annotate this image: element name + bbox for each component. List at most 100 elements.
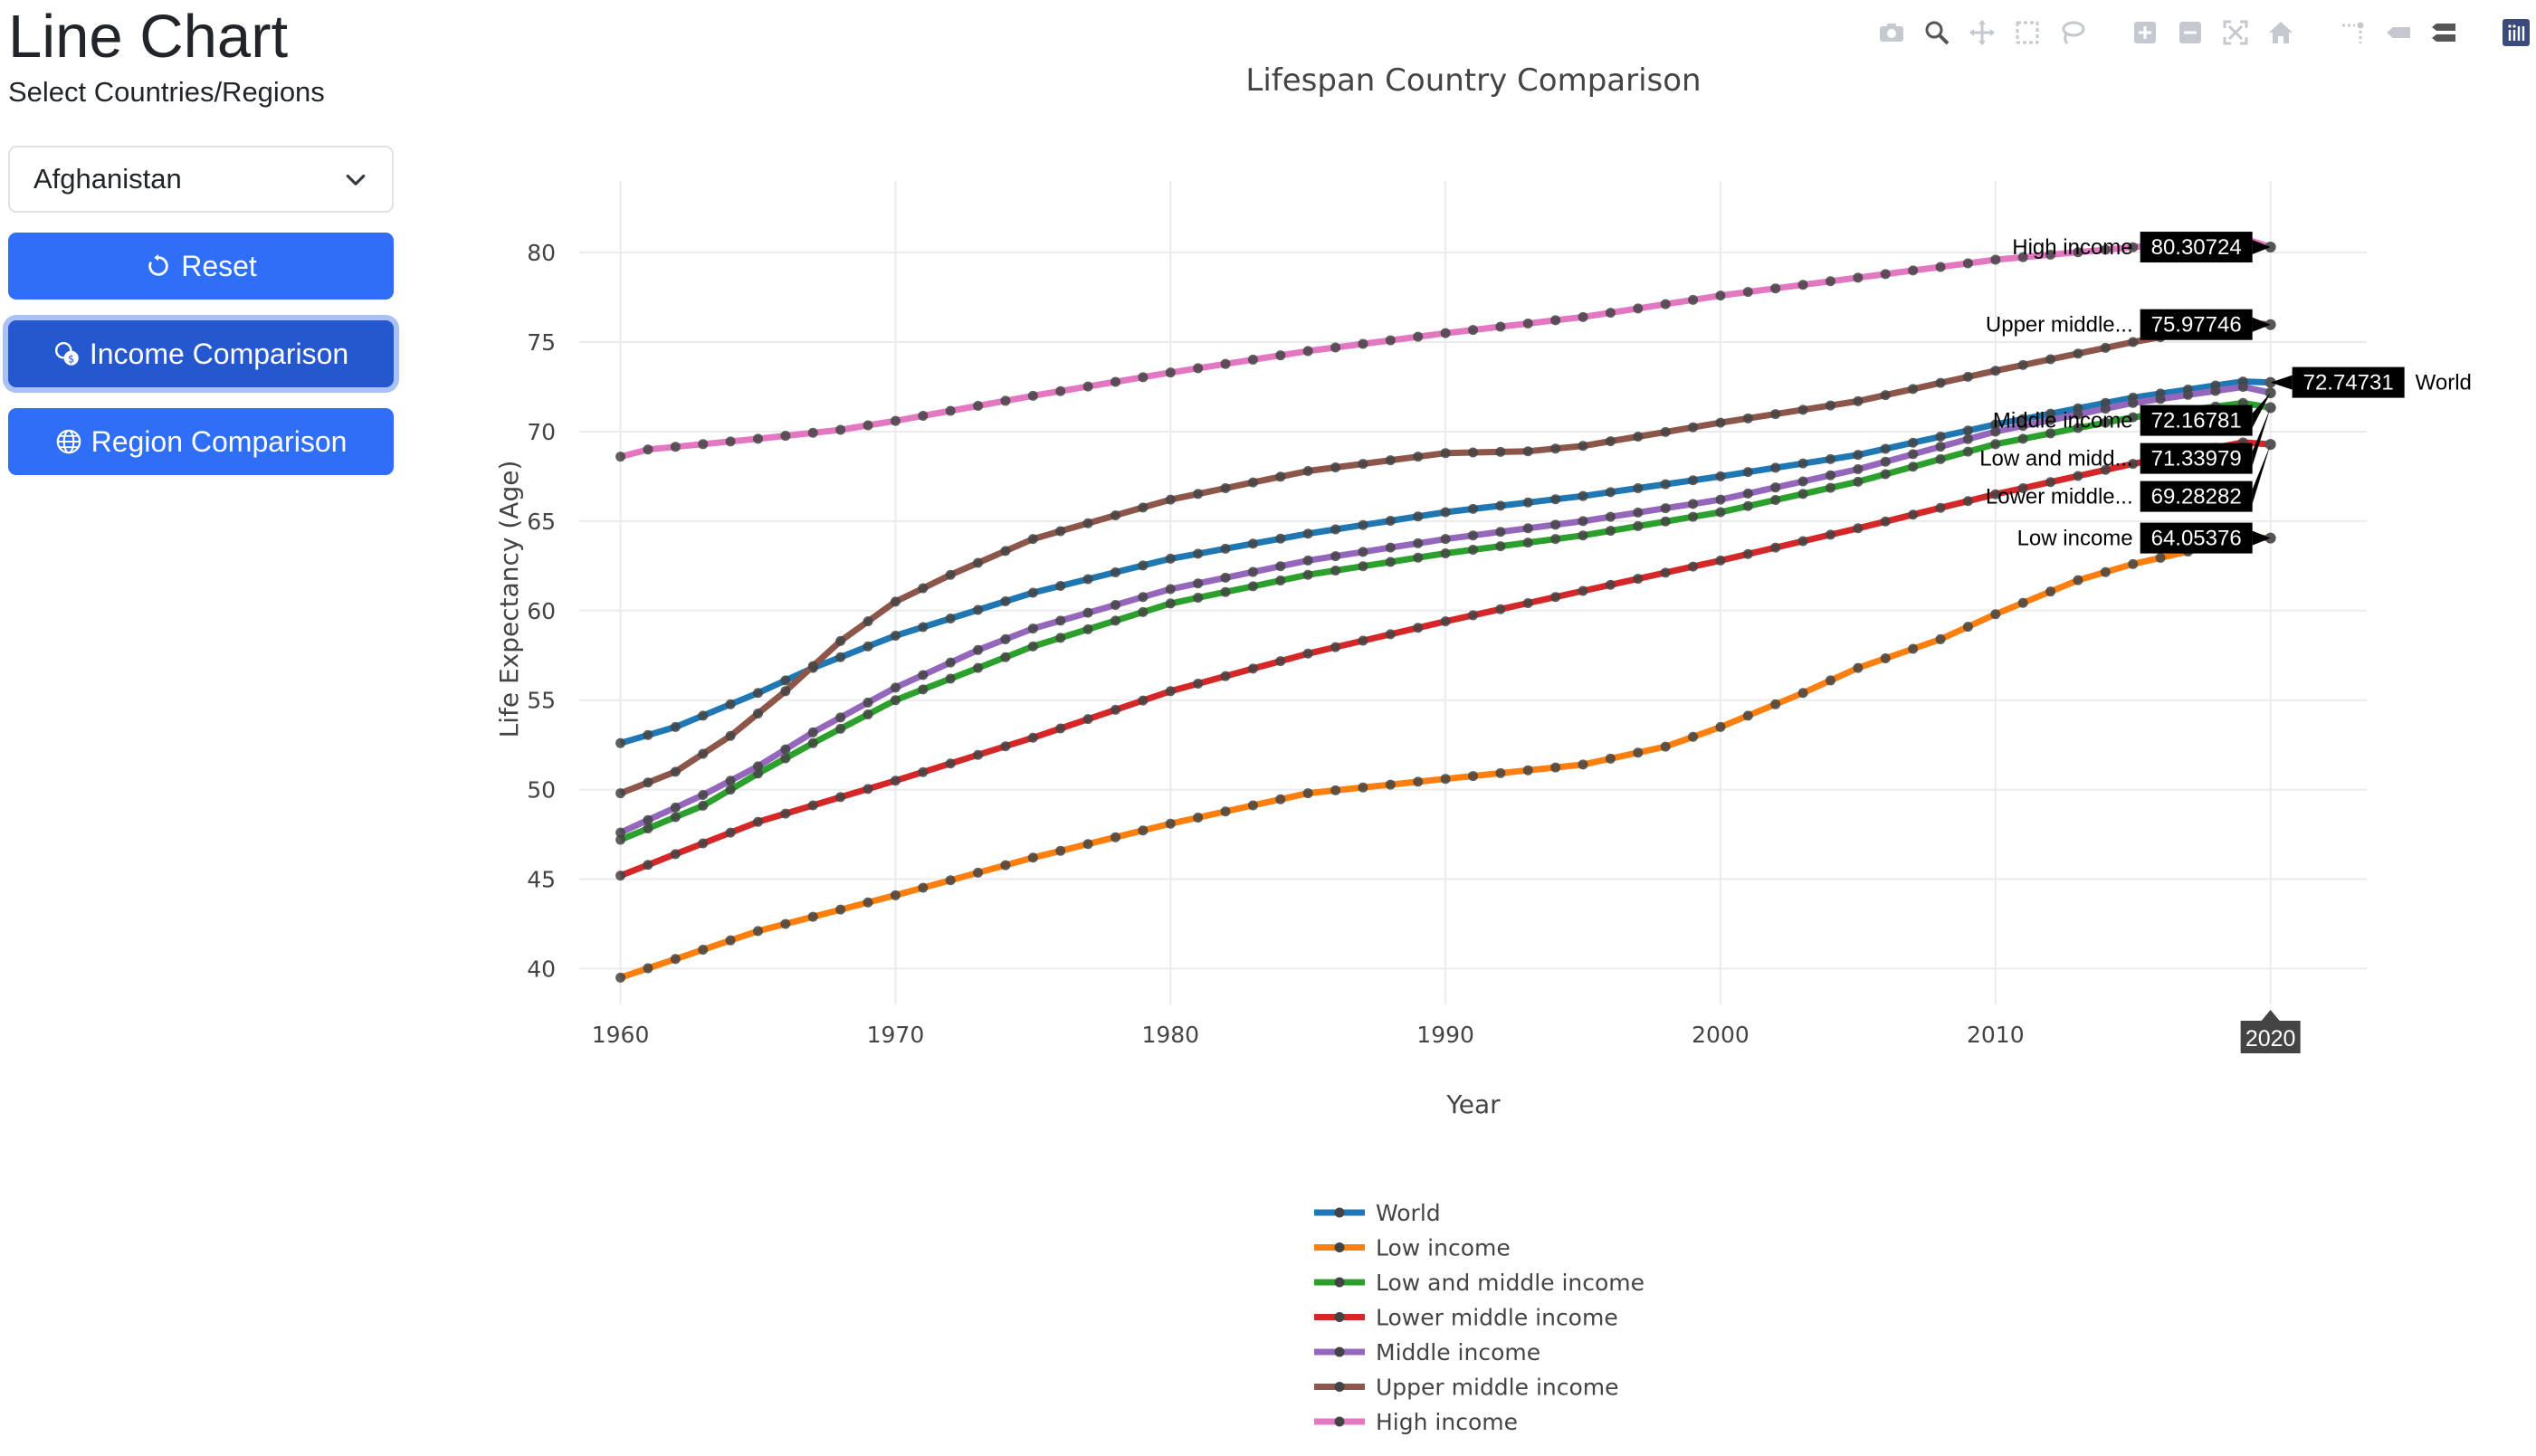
data-point[interactable] xyxy=(1633,303,1644,314)
data-point[interactable] xyxy=(1962,425,1973,436)
data-point[interactable] xyxy=(1962,446,1973,457)
data-point[interactable] xyxy=(2073,348,2083,359)
data-point[interactable] xyxy=(1797,536,1808,547)
data-point[interactable] xyxy=(2045,250,2056,261)
data-point[interactable] xyxy=(1302,788,1313,799)
spike-lines-icon[interactable] xyxy=(2337,16,2369,49)
data-point[interactable] xyxy=(1578,441,1588,452)
data-point[interactable] xyxy=(1413,331,1424,342)
data-point[interactable] xyxy=(1247,800,1258,811)
data-point[interactable] xyxy=(2045,428,2056,439)
autoscale-icon[interactable] xyxy=(2219,16,2252,49)
data-point[interactable] xyxy=(1826,400,1835,411)
data-point[interactable] xyxy=(890,682,901,693)
data-point[interactable] xyxy=(1770,482,1781,493)
data-point[interactable] xyxy=(1165,598,1176,609)
data-point[interactable] xyxy=(1797,404,1808,415)
data-point[interactable] xyxy=(1742,500,1753,511)
data-point[interactable] xyxy=(1688,475,1699,486)
data-point[interactable] xyxy=(1468,545,1478,556)
data-point[interactable] xyxy=(1440,616,1451,627)
data-point[interactable] xyxy=(835,904,846,915)
data-point[interactable] xyxy=(2183,389,2193,400)
data-point[interactable] xyxy=(1082,623,1093,634)
data-point[interactable] xyxy=(780,744,791,755)
data-point[interactable] xyxy=(753,926,763,937)
data-point[interactable] xyxy=(1302,648,1313,659)
data-point[interactable] xyxy=(1578,585,1588,596)
data-point[interactable] xyxy=(1000,546,1011,557)
data-point[interactable] xyxy=(1935,633,1946,644)
data-point[interactable] xyxy=(1440,507,1451,518)
data-point[interactable] xyxy=(1275,576,1286,586)
data-point[interactable] xyxy=(2128,242,2139,252)
data-point[interactable] xyxy=(2017,421,2028,432)
data-point[interactable] xyxy=(918,766,929,777)
data-point[interactable] xyxy=(1578,516,1588,527)
data-point[interactable] xyxy=(670,954,681,965)
data-point[interactable] xyxy=(1880,653,1891,664)
data-point[interactable] xyxy=(1880,269,1891,280)
data-point[interactable] xyxy=(1193,489,1204,500)
data-point[interactable] xyxy=(1330,462,1341,473)
data-point[interactable] xyxy=(1165,494,1176,505)
data-point[interactable] xyxy=(1990,419,2001,430)
data-point[interactable] xyxy=(973,400,984,411)
income-comparison-button[interactable]: $ Income Comparison xyxy=(8,320,394,387)
data-point[interactable] xyxy=(1633,431,1644,442)
hover-compare-icon[interactable] xyxy=(2427,16,2460,49)
data-point[interactable] xyxy=(863,709,873,720)
data-point[interactable] xyxy=(2073,247,2083,258)
data-point[interactable] xyxy=(1247,477,1258,488)
data-point[interactable] xyxy=(1111,510,1120,521)
data-point[interactable] xyxy=(1908,437,1919,448)
data-point[interactable] xyxy=(1055,845,1066,856)
data-point[interactable] xyxy=(1660,479,1671,490)
data-point[interactable] xyxy=(1522,446,1533,457)
data-point[interactable] xyxy=(945,613,956,623)
data-point[interactable] xyxy=(918,622,929,633)
data-point[interactable] xyxy=(1165,818,1176,829)
data-point[interactable] xyxy=(1550,592,1561,603)
data-point[interactable] xyxy=(1385,629,1396,640)
data-point[interactable] xyxy=(2017,482,2028,493)
data-point[interactable] xyxy=(1027,534,1038,545)
data-point[interactable] xyxy=(1275,561,1286,572)
data-point[interactable] xyxy=(1522,765,1533,776)
pan-icon[interactable] xyxy=(1966,16,1998,49)
data-point[interactable] xyxy=(1193,578,1204,589)
data-point[interactable] xyxy=(1688,511,1699,522)
data-point[interactable] xyxy=(1550,494,1561,505)
data-point[interactable] xyxy=(945,673,956,684)
data-point[interactable] xyxy=(1853,662,1864,673)
data-point[interactable] xyxy=(725,436,736,447)
data-point[interactable] xyxy=(1413,511,1424,522)
data-point[interactable] xyxy=(2100,566,2111,577)
data-point[interactable] xyxy=(1660,516,1671,527)
data-point[interactable] xyxy=(1165,367,1176,378)
data-point[interactable] xyxy=(945,875,956,886)
data-point[interactable] xyxy=(1440,774,1451,785)
data-point[interactable] xyxy=(1358,561,1368,572)
data-point[interactable] xyxy=(2017,252,2028,262)
data-point[interactable] xyxy=(1935,377,1946,388)
data-point[interactable] xyxy=(1853,395,1864,406)
data-point[interactable] xyxy=(1082,714,1093,725)
data-point[interactable] xyxy=(1853,450,1864,461)
data-point[interactable] xyxy=(1797,688,1808,699)
data-point[interactable] xyxy=(807,738,818,748)
data-point[interactable] xyxy=(1138,695,1149,706)
data-point[interactable] xyxy=(698,838,709,849)
data-point[interactable] xyxy=(1853,523,1864,534)
data-point[interactable] xyxy=(643,963,653,974)
data-point[interactable] xyxy=(1193,812,1204,823)
legend-item[interactable]: High income xyxy=(1314,1409,1518,1435)
data-point[interactable] xyxy=(1385,557,1396,567)
data-point[interactable] xyxy=(698,710,709,721)
data-point[interactable] xyxy=(615,738,626,748)
data-point[interactable] xyxy=(1220,543,1231,554)
data-point[interactable] xyxy=(1138,592,1149,603)
data-point[interactable] xyxy=(1440,328,1451,338)
data-point[interactable] xyxy=(835,652,846,662)
data-point[interactable] xyxy=(1275,794,1286,804)
